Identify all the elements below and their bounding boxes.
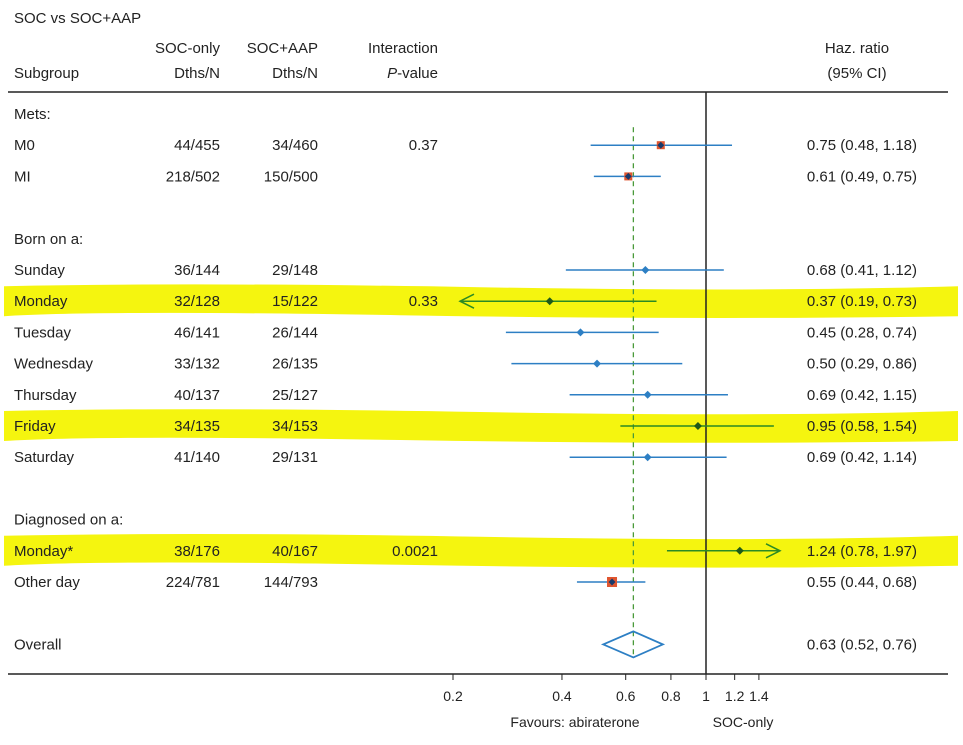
subgroup-header: Diagnosed on a: — [14, 512, 123, 529]
row-label: Saturday — [14, 449, 75, 466]
aap-deaths: 29/148 — [272, 262, 318, 279]
point-estimate — [608, 578, 616, 586]
soc-deaths: 46/141 — [174, 324, 220, 341]
x-tick-label: 0.4 — [552, 688, 572, 704]
x-tick-label: 0.6 — [616, 688, 636, 704]
soc-deaths: 33/132 — [174, 356, 220, 373]
hazard-ratio-text: 0.50 (0.29, 0.86) — [807, 356, 917, 373]
chart-marks — [458, 141, 782, 659]
aap-deaths: 26/135 — [272, 356, 318, 373]
hazard-ratio-text: 0.75 (0.48, 1.18) — [807, 137, 917, 154]
soc-deaths: 38/176 — [174, 543, 220, 560]
aap-deaths: 144/793 — [264, 574, 318, 591]
x-label-left: Favours: abiraterone — [510, 714, 639, 730]
x-tick-label: 1 — [702, 688, 710, 704]
hazard-ratio-text: 0.37 (0.19, 0.73) — [807, 293, 917, 310]
aap-deaths: 150/500 — [264, 168, 318, 185]
highlight-layer — [4, 284, 958, 568]
col-subgroup-header: Subgroup — [14, 65, 79, 82]
subgroup-header: Born on a: — [14, 231, 83, 248]
point-estimate — [593, 359, 602, 368]
hazard-ratio-text: 0.55 (0.44, 0.68) — [807, 574, 917, 591]
point-estimate — [576, 328, 585, 337]
row-label: Monday* — [14, 543, 73, 560]
x-tick-label: 0.8 — [661, 688, 681, 704]
aap-deaths: 15/122 — [272, 293, 318, 310]
row-label: Sunday — [14, 262, 65, 279]
row-label: M0 — [14, 137, 35, 154]
ci-arrow-left — [458, 293, 475, 309]
row-label: Friday — [14, 418, 56, 435]
col-soc-header-1: SOC-only — [155, 40, 221, 57]
soc-deaths: 41/140 — [174, 449, 220, 466]
hazard-ratio-text: 1.24 (0.78, 1.97) — [807, 543, 917, 560]
point-estimate — [735, 546, 744, 555]
x-label-right: SOC-only — [713, 714, 774, 730]
hazard-ratio-text: 0.69 (0.42, 1.14) — [807, 449, 917, 466]
point-estimate — [657, 141, 665, 149]
soc-deaths: 224/781 — [166, 574, 220, 591]
x-tick-label: 1.2 — [725, 688, 745, 704]
hazard-ratio-text: 0.69 (0.42, 1.15) — [807, 387, 917, 404]
subgroup-header: Mets: — [14, 106, 51, 123]
col-p-header-1: Interaction — [368, 40, 438, 57]
chart-title: SOC vs SOC+AAP — [14, 10, 141, 27]
soc-deaths: 36/144 — [174, 262, 220, 279]
hazard-ratio-text: 0.68 (0.41, 1.12) — [807, 262, 917, 279]
row-label: Overall — [14, 636, 62, 653]
hazard-ratio-text: 0.95 (0.58, 1.54) — [807, 418, 917, 435]
highlight-band — [4, 534, 958, 568]
point-estimate — [643, 453, 652, 462]
interaction-p-value: 0.0021 — [392, 543, 438, 560]
table-rows: Mets: M0 44/455 34/460 0.37 0.75 (0.48, 1.18)… — [14, 106, 917, 653]
col-hr-header-1: Haz. ratio — [825, 40, 889, 57]
soc-deaths: 32/128 — [174, 293, 220, 310]
hazard-ratio-text: 0.45 (0.28, 0.74) — [807, 324, 917, 341]
hazard-ratio-text: 0.61 (0.49, 0.75) — [807, 168, 917, 185]
row-label: MI — [14, 168, 31, 185]
reference-lines — [632, 92, 707, 674]
point-estimate — [641, 266, 650, 274]
col-aap-header-1: SOC+AAP — [247, 40, 318, 57]
col-aap-header-2: Dths/N — [272, 65, 318, 82]
row-label: Tuesday — [14, 324, 71, 341]
x-tick-label: 1.4 — [749, 688, 769, 704]
x-axis: 0.2 0.4 0.6 0.8 1 1.2 1.4 Favours: abiraterone S… — [443, 674, 773, 730]
point-estimate — [545, 297, 554, 306]
col-p-header-2: P-value — [387, 65, 438, 82]
col-hr-header-2: (95% CI) — [827, 65, 886, 82]
aap-deaths: 34/460 — [272, 137, 318, 154]
soc-deaths: 44/455 — [174, 137, 220, 154]
point-estimate — [624, 172, 632, 180]
row-label: Monday — [14, 293, 68, 310]
overall-diamond — [600, 630, 666, 659]
row-label: Thursday — [14, 387, 77, 404]
point-estimate — [643, 390, 652, 399]
soc-deaths: 218/502 — [166, 168, 220, 185]
ci-arrow-right — [765, 543, 782, 559]
x-tick-label: 0.2 — [443, 688, 463, 704]
aap-deaths: 40/167 — [272, 543, 318, 560]
aap-deaths: 26/144 — [272, 324, 318, 341]
point-estimate — [693, 422, 702, 430]
hazard-ratio-text: 0.63 (0.52, 0.76) — [807, 636, 917, 653]
row-label: Wednesday — [14, 356, 93, 373]
aap-deaths: 25/127 — [272, 387, 318, 404]
aap-deaths: 34/153 — [272, 418, 318, 435]
interaction-p-value: 0.33 — [409, 293, 438, 310]
aap-deaths: 29/131 — [272, 449, 318, 466]
row-label: Other day — [14, 574, 80, 591]
col-soc-header-2: Dths/N — [174, 65, 220, 82]
interaction-p-value: 0.37 — [409, 137, 438, 154]
soc-deaths: 40/137 — [174, 387, 220, 404]
highlight-band — [4, 409, 958, 443]
soc-deaths: 34/135 — [174, 418, 220, 435]
